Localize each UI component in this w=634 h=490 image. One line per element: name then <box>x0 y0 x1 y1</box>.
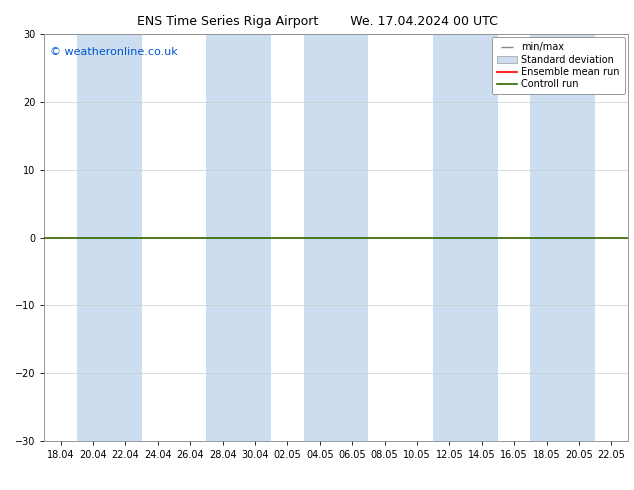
Bar <box>207 34 271 441</box>
Text: © weatheronline.co.uk: © weatheronline.co.uk <box>50 47 178 56</box>
Bar <box>77 34 141 441</box>
Bar <box>433 34 498 441</box>
Bar <box>531 34 595 441</box>
Text: ENS Time Series Riga Airport        We. 17.04.2024 00 UTC: ENS Time Series Riga Airport We. 17.04.2… <box>136 15 498 28</box>
Legend: min/max, Standard deviation, Ensemble mean run, Controll run: min/max, Standard deviation, Ensemble me… <box>492 37 624 94</box>
Bar <box>304 34 368 441</box>
